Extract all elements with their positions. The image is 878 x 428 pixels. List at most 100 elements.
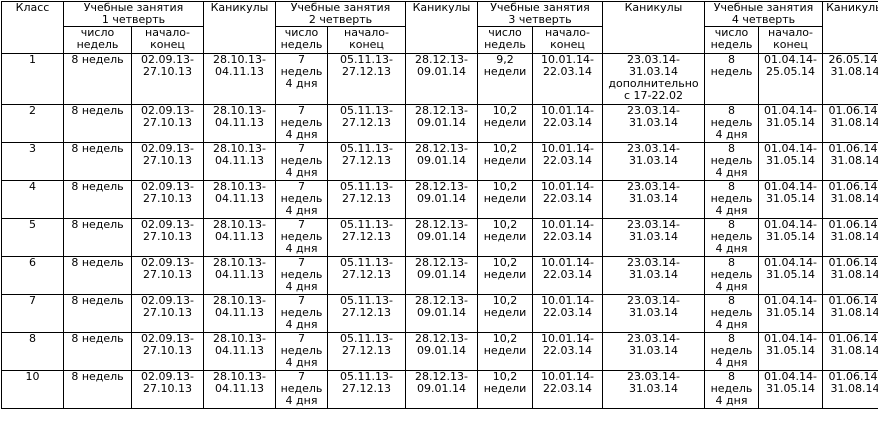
q3-weeks-cell: 10,2 недели	[477, 332, 533, 371]
q3-weeks-cell: 10,2 недели	[477, 180, 533, 219]
kanikuly-2-cell: 28.12.13- 09.01.14	[405, 142, 478, 181]
klass-cell: 2	[1, 104, 64, 143]
q1-dates-cell: 02.09.13- 27.10.13	[131, 53, 204, 105]
q2-dates-cell: 05.11.13- 27.12.13	[327, 218, 406, 257]
q1-weeks-cell: 8 недель	[63, 104, 132, 143]
subheader-range-q2: начало-конец	[327, 26, 406, 54]
q1-dates-cell: 02.09.13- 27.10.13	[131, 370, 204, 409]
kanikuly-2-cell: 28.12.13- 09.01.14	[405, 104, 478, 143]
klass-cell: 8	[1, 332, 64, 371]
kanikuly-3-cell: 23.03.14- 31.03.14	[602, 370, 705, 409]
header-kanikuly-2: Каникулы	[405, 1, 478, 54]
header-kanikuly-4: Каникулы	[822, 1, 878, 54]
kanikuly-1-cell: 28.10.13- 04.11.13	[203, 53, 276, 105]
q4-weeks-cell: 8 недель 4 дня	[704, 332, 759, 371]
klass-cell: 5	[1, 218, 64, 257]
q4-dates-cell: 01.04.14- 25.05.14	[758, 53, 823, 105]
klass-cell: 7	[1, 294, 64, 333]
q2-dates-cell: 05.11.13- 27.12.13	[327, 142, 406, 181]
kanikuly-3-cell: 23.03.14- 31.03.14	[602, 294, 705, 333]
q3-weeks-cell: 10,2 недели	[477, 218, 533, 257]
subheader-weeks-q1: число недель	[63, 26, 132, 54]
q4-weeks-cell: 8 недель	[704, 53, 759, 105]
q4-weeks-cell: 8 недель 4 дня	[704, 294, 759, 333]
q1-dates-cell: 02.09.13- 27.10.13	[131, 180, 204, 219]
q2-dates-cell: 05.11.13- 27.12.13	[327, 332, 406, 371]
q3-weeks-cell: 10,2 недели	[477, 370, 533, 409]
kanikuly-2-cell: 28.12.13- 09.01.14	[405, 256, 478, 295]
q3-weeks-cell: 9,2 недели	[477, 53, 533, 105]
header-kanikuly-3: Каникулы	[602, 1, 705, 54]
q1-weeks-cell: 8 недель	[63, 180, 132, 219]
q4-dates-cell: 01.04.14- 31.05.14	[758, 104, 823, 143]
kanikuly-1-cell: 28.10.13- 04.11.13	[203, 180, 276, 219]
q2-weeks-cell: 7 недель 4 дня	[275, 142, 328, 181]
schedule-table: Класс Учебные занятия 1 четверть Каникулы…	[1, 1, 878, 409]
q1-weeks-cell: 8 недель	[63, 218, 132, 257]
kanikuly-1-cell: 28.10.13- 04.11.13	[203, 218, 276, 257]
q3-weeks-cell: 10,2 недели	[477, 142, 533, 181]
header-klass: Класс	[1, 1, 64, 54]
header-kanikuly-1: Каникулы	[203, 1, 276, 54]
q4-dates-cell: 01.04.14- 31.05.14	[758, 294, 823, 333]
klass-cell: 3	[1, 142, 64, 181]
kanikuly-2-cell: 28.12.13- 09.01.14	[405, 53, 478, 105]
kanikuly-3-cell: 23.03.14- 31.03.14 дополнительно с 17-22.02	[602, 53, 705, 105]
kanikuly-3-cell: 23.03.14- 31.03.14	[602, 256, 705, 295]
q2-weeks-cell: 7 недель 4 дня	[275, 53, 328, 105]
q1-weeks-cell: 8 недель	[63, 370, 132, 409]
kanikuly-4-cell: 01.06.14- 31.08.14	[822, 142, 878, 181]
q2-weeks-cell: 7 недель 4 дня	[275, 294, 328, 333]
kanikuly-1-cell: 28.10.13- 04.11.13	[203, 332, 276, 371]
q1-dates-cell: 02.09.13- 27.10.13	[131, 294, 204, 333]
q2-weeks-cell: 7 недель 4 дня	[275, 370, 328, 409]
header-q4: Учебные занятия 4 четверть	[704, 1, 823, 27]
q4-dates-cell: 01.04.14- 31.05.14	[758, 180, 823, 219]
kanikuly-2-cell: 28.12.13- 09.01.14	[405, 294, 478, 333]
q2-weeks-cell: 7 недель 4 дня	[275, 218, 328, 257]
q2-dates-cell: 05.11.13- 27.12.13	[327, 180, 406, 219]
q4-weeks-cell: 8 недель 4 дня	[704, 256, 759, 295]
q4-weeks-cell: 8 недель 4 дня	[704, 218, 759, 257]
q2-dates-cell: 05.11.13- 27.12.13	[327, 294, 406, 333]
kanikuly-1-cell: 28.10.13- 04.11.13	[203, 104, 276, 143]
q3-dates-cell: 10.01.14- 22.03.14	[532, 370, 603, 409]
q1-dates-cell: 02.09.13- 27.10.13	[131, 256, 204, 295]
kanikuly-3-cell: 23.03.14- 31.03.14	[602, 104, 705, 143]
subheader-range-q1: начало-конец	[131, 26, 204, 54]
kanikuly-3-cell: 23.03.14- 31.03.14	[602, 218, 705, 257]
subheader-weeks-q2: число недель	[275, 26, 328, 54]
klass-cell: 1	[1, 53, 64, 105]
kanikuly-3-cell: 23.03.14- 31.03.14	[602, 180, 705, 219]
q4-weeks-cell: 8 недель 4 дня	[704, 142, 759, 181]
q3-weeks-cell: 10,2 недели	[477, 104, 533, 143]
header-q3: Учебные занятия 3 четверть	[477, 1, 603, 27]
table-row: 10 8 недель 02.09.13- 27.10.13 28.10.13- 04.1…	[1, 370, 878, 409]
q1-dates-cell: 02.09.13- 27.10.13	[131, 142, 204, 181]
subheader-weeks-q3: число недель	[477, 26, 533, 54]
kanikuly-1-cell: 28.10.13- 04.11.13	[203, 256, 276, 295]
q4-dates-cell: 01.04.14- 31.05.14	[758, 332, 823, 371]
kanikuly-4-cell: 01.06.14- 31.08.14	[822, 104, 878, 143]
q1-dates-cell: 02.09.13- 27.10.13	[131, 218, 204, 257]
klass-cell: 10	[1, 370, 64, 409]
q1-dates-cell: 02.09.13- 27.10.13	[131, 332, 204, 371]
q3-dates-cell: 10.01.14- 22.03.14	[532, 256, 603, 295]
q3-dates-cell: 10.01.14- 22.03.14	[532, 294, 603, 333]
klass-cell: 4	[1, 180, 64, 219]
q3-dates-cell: 10.01.14- 22.03.14	[532, 218, 603, 257]
q2-weeks-cell: 7 недель 4 дня	[275, 180, 328, 219]
kanikuly-4-cell: 01.06.14- 31.08.14	[822, 180, 878, 219]
kanikuly-3-cell: 23.03.14- 31.03.14	[602, 142, 705, 181]
kanikuly-3-cell: 23.03.14- 31.03.14	[602, 332, 705, 371]
subheader-range-q3: начало-конец	[532, 26, 603, 54]
q3-dates-cell: 10.01.14- 22.03.14	[532, 142, 603, 181]
q3-weeks-cell: 10,2 недели	[477, 294, 533, 333]
kanikuly-1-cell: 28.10.13- 04.11.13	[203, 370, 276, 409]
kanikuly-2-cell: 28.12.13- 09.01.14	[405, 218, 478, 257]
q1-weeks-cell: 8 недель	[63, 142, 132, 181]
